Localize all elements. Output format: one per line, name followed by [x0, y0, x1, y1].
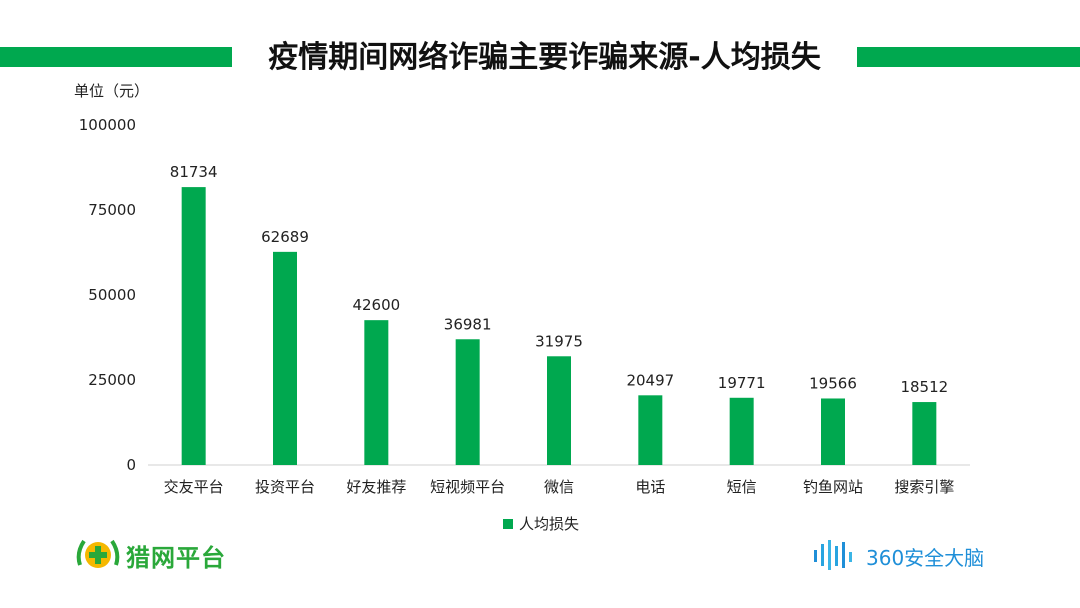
- bar: [638, 395, 663, 465]
- y-tick-label: 100000: [79, 116, 136, 134]
- data-label: 36981: [444, 315, 492, 333]
- soundwave-icon: [814, 540, 852, 570]
- lieweng-logo-text: 猎网平台: [126, 543, 226, 572]
- bar: [273, 251, 297, 465]
- legend-swatch: [503, 518, 513, 529]
- data-label: 81734: [170, 163, 218, 181]
- data-label: 62689: [261, 228, 309, 246]
- lieweng-logo: 猎网平台: [74, 535, 226, 575]
- x-tick-label: 电话: [635, 478, 665, 496]
- y-tick-label: 75000: [88, 201, 136, 219]
- laurel-cross-icon: [76, 539, 120, 568]
- data-label: 31975: [535, 332, 583, 350]
- y-tick-label: 50000: [88, 286, 136, 304]
- x-tick-label: 短视频平台: [430, 478, 505, 496]
- y-tick-label: 25000: [88, 371, 136, 389]
- data-label: 20497: [626, 371, 674, 389]
- legend: 人均损失: [503, 513, 579, 534]
- bar: [547, 356, 571, 465]
- unit-label: 单位（元）: [74, 82, 150, 100]
- x-tick-label: 短信: [727, 478, 757, 496]
- bar: [912, 402, 937, 465]
- x-tick-label: 搜索引擎: [894, 478, 954, 496]
- bar: [455, 339, 480, 465]
- data-label: 19771: [718, 374, 766, 392]
- chart-title: 疫情期间网络诈骗主要诈骗来源-人均损失: [268, 40, 821, 75]
- bar: [364, 320, 389, 465]
- data-label: 42600: [352, 296, 400, 314]
- x-tick-label: 微信: [544, 478, 574, 496]
- brain-360-logo-text: 360安全大脑: [866, 545, 985, 570]
- x-tick-label: 好友推荐: [346, 478, 406, 496]
- bar: [729, 397, 754, 465]
- x-tick-label: 交友平台: [164, 478, 224, 496]
- title-band-left: [0, 47, 232, 67]
- brain-360-logo: 360安全大脑: [812, 538, 984, 574]
- legend-label: 人均损失: [519, 515, 580, 533]
- data-label: 18512: [900, 378, 948, 396]
- y-tick-label: 0: [126, 456, 136, 474]
- bar: [821, 398, 845, 465]
- data-label: 19566: [809, 374, 857, 392]
- title-band-right: [857, 47, 1080, 67]
- x-tick-label: 投资平台: [255, 478, 315, 496]
- bar: [181, 187, 206, 465]
- x-tick-label: 钓鱼网站: [803, 478, 863, 496]
